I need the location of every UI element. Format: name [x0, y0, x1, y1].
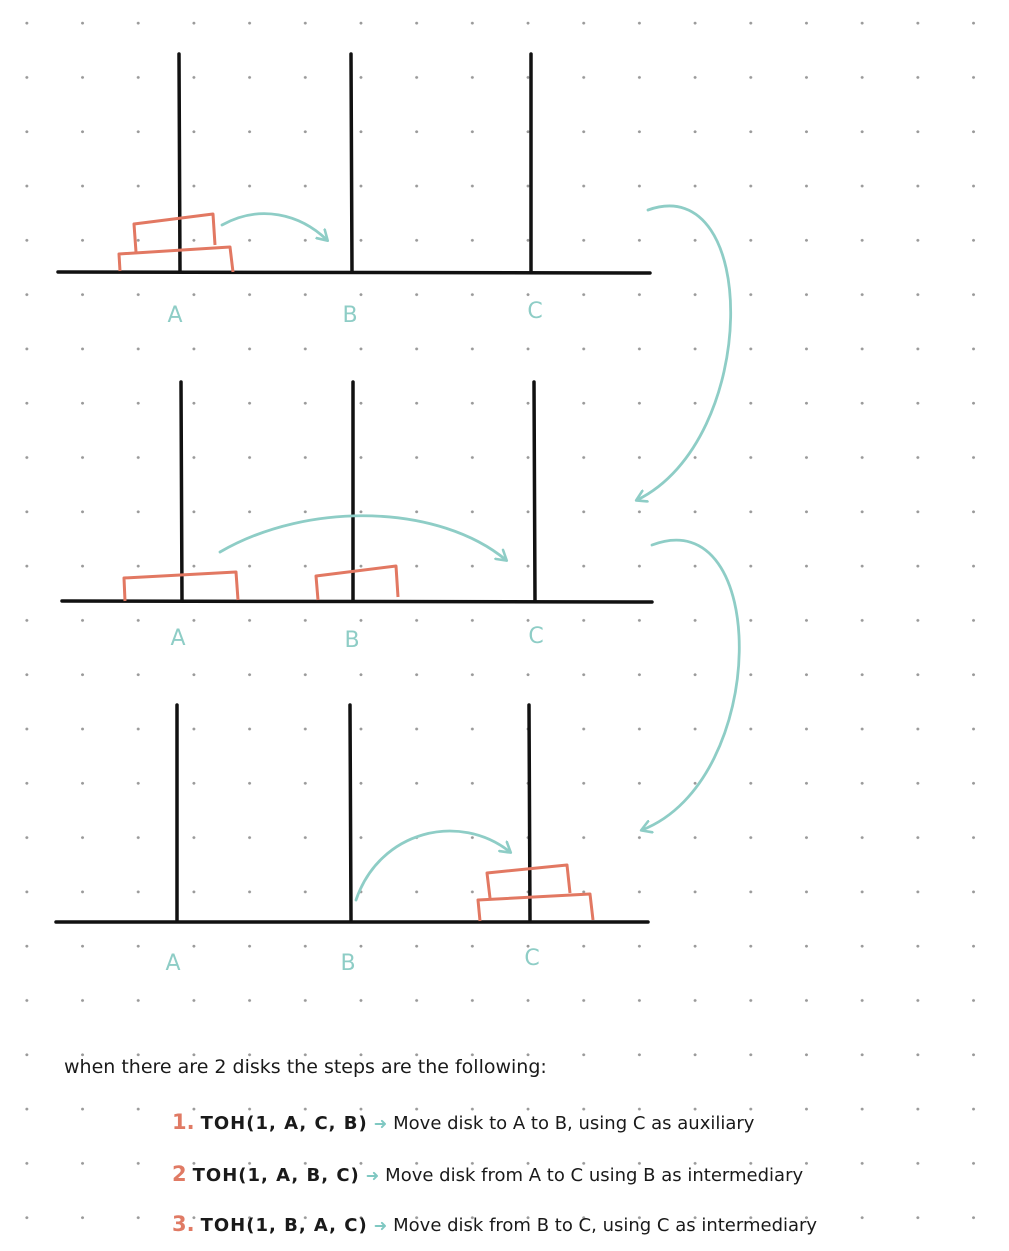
large-disk: [117, 245, 235, 273]
stage-1: A B C: [56, 52, 652, 328]
stage-3: A B C: [54, 703, 650, 976]
peg-b: [349, 52, 354, 274]
step-text: Move disk from B to C, using C as interm…: [393, 1215, 818, 1236]
transition-arrow-2: [642, 538, 741, 830]
stage-2: A B C: [60, 380, 654, 653]
large-disk: [122, 570, 240, 602]
step-call: TOH(1, A, C, B): [200, 1113, 368, 1134]
peg-label-b: B: [342, 303, 357, 328]
peg-a: [177, 52, 182, 274]
step-call: TOH(1, A, B, C): [192, 1165, 360, 1186]
step-2: 2 TOH(1, A, B, C) ➜ Move disk from A to C u…: [172, 1162, 803, 1186]
step-number: 2: [172, 1162, 187, 1186]
arrow-icon: ➜: [373, 1114, 388, 1133]
peg-label-c: C: [524, 946, 539, 971]
small-disk: [132, 212, 217, 253]
move-arrow: [218, 514, 506, 560]
step-3: 3. TOH(1, B, A, C) ➜ Move disk from B to C,…: [172, 1212, 817, 1236]
peg-label-c: C: [527, 299, 542, 324]
large-disk: [476, 892, 595, 922]
peg-c: [532, 380, 537, 603]
peg-a: [179, 380, 184, 603]
peg-label-a: A: [170, 626, 185, 651]
summary-text: when there are 2 disks the steps are the…: [64, 1056, 547, 1078]
transition-arrow-1: [637, 204, 733, 500]
step-text: Move disk from A to C using B as interme…: [385, 1165, 804, 1186]
peg-b: [348, 703, 353, 922]
peg-label-a: A: [165, 951, 180, 976]
arrow-icon: ➜: [373, 1216, 388, 1235]
step-text: Move disk to A to B, using C as auxiliar…: [393, 1113, 755, 1134]
move-arrow: [220, 212, 327, 240]
peg-label-a: A: [167, 303, 182, 328]
peg-label-c: C: [528, 624, 543, 649]
step-call: TOH(1, B, A, C): [200, 1215, 368, 1236]
move-arrow: [354, 829, 510, 902]
arrow-icon: ➜: [365, 1166, 380, 1185]
peg-label-b: B: [344, 628, 359, 653]
step-1: 1. TOH(1, A, C, B) ➜ Move disk to A to B, u…: [172, 1110, 754, 1134]
base-line: [60, 599, 654, 604]
peg-c: [527, 703, 532, 922]
step-number: 1.: [172, 1110, 195, 1134]
small-disk: [314, 564, 400, 601]
base-line: [56, 270, 652, 275]
step-number: 3.: [172, 1212, 195, 1236]
small-disk: [485, 863, 572, 899]
peg-label-b: B: [340, 951, 355, 976]
